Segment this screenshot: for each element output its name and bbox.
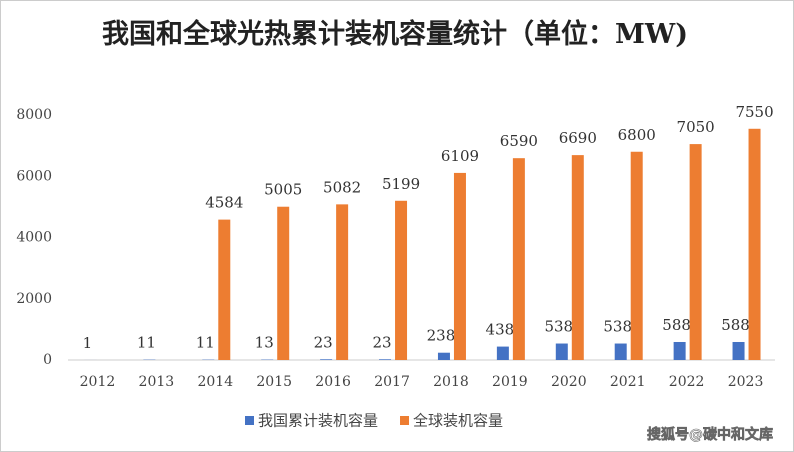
bar (630, 151, 643, 360)
value-label: 23 (314, 333, 333, 351)
x-tick-label: 2021 (610, 374, 646, 390)
x-tick-label: 2018 (433, 374, 469, 390)
bar (437, 352, 450, 360)
value-label: 438 (486, 321, 515, 339)
bar (218, 219, 231, 360)
bar (571, 155, 584, 360)
x-tick-label: 2020 (551, 374, 587, 390)
legend-label: 我国累计装机容量 (258, 412, 378, 430)
value-label: 6800 (618, 126, 656, 144)
x-tick-label: 2023 (728, 374, 764, 390)
bar (512, 158, 525, 360)
bar (336, 204, 349, 360)
bar (453, 172, 466, 360)
x-tick-label: 2012 (80, 374, 116, 390)
y-tick-label: 2000 (16, 291, 52, 307)
value-label: 6109 (441, 147, 479, 165)
y-tick-label: 6000 (16, 168, 52, 184)
value-label: 11 (137, 334, 156, 352)
value-label: 238 (427, 327, 456, 345)
x-tick-label: 2017 (374, 374, 410, 390)
y-tick-label: 4000 (16, 230, 52, 246)
value-label: 4584 (205, 194, 243, 212)
bar (379, 359, 392, 360)
value-label: 6690 (559, 129, 597, 147)
x-tick-label: 2014 (197, 374, 233, 390)
bar (614, 343, 627, 360)
legend-swatch (245, 416, 254, 425)
value-label: 6590 (500, 132, 538, 150)
x-tick-label: 2015 (256, 374, 292, 390)
value-label: 7050 (677, 118, 715, 136)
bar (555, 343, 568, 360)
bar (395, 200, 408, 360)
value-label: 11 (196, 334, 215, 352)
value-label: 538 (544, 318, 573, 336)
bar (277, 206, 290, 360)
value-label: 588 (662, 316, 691, 334)
legend-swatch (400, 416, 410, 425)
value-label: 1 (83, 334, 93, 352)
bar (689, 144, 702, 360)
chart-title: 我国和全球光热累计装机容量统计（单位：MW) (102, 19, 688, 50)
value-label: 5199 (382, 175, 420, 193)
value-label: 538 (603, 318, 632, 336)
bar (673, 341, 686, 360)
x-tick-label: 2016 (315, 374, 351, 390)
y-tick-label: 8000 (16, 107, 52, 123)
value-label: 5082 (323, 178, 361, 196)
value-label: 5005 (264, 181, 302, 199)
x-tick-label: 2019 (492, 374, 528, 390)
x-tick-label: 2013 (139, 374, 175, 390)
value-label: 588 (721, 316, 750, 334)
legend-label: 全球装机容量 (413, 412, 503, 430)
bar (732, 341, 745, 360)
bar (748, 128, 761, 360)
value-label: 23 (372, 333, 391, 351)
y-tick-label: 0 (43, 352, 52, 368)
bar (320, 359, 333, 360)
watermark: 搜狐号@碳中和文库 (647, 426, 773, 443)
value-label: 7550 (735, 103, 773, 121)
value-label: 13 (255, 334, 274, 352)
x-tick-label: 2022 (669, 374, 705, 390)
bar (496, 346, 509, 360)
